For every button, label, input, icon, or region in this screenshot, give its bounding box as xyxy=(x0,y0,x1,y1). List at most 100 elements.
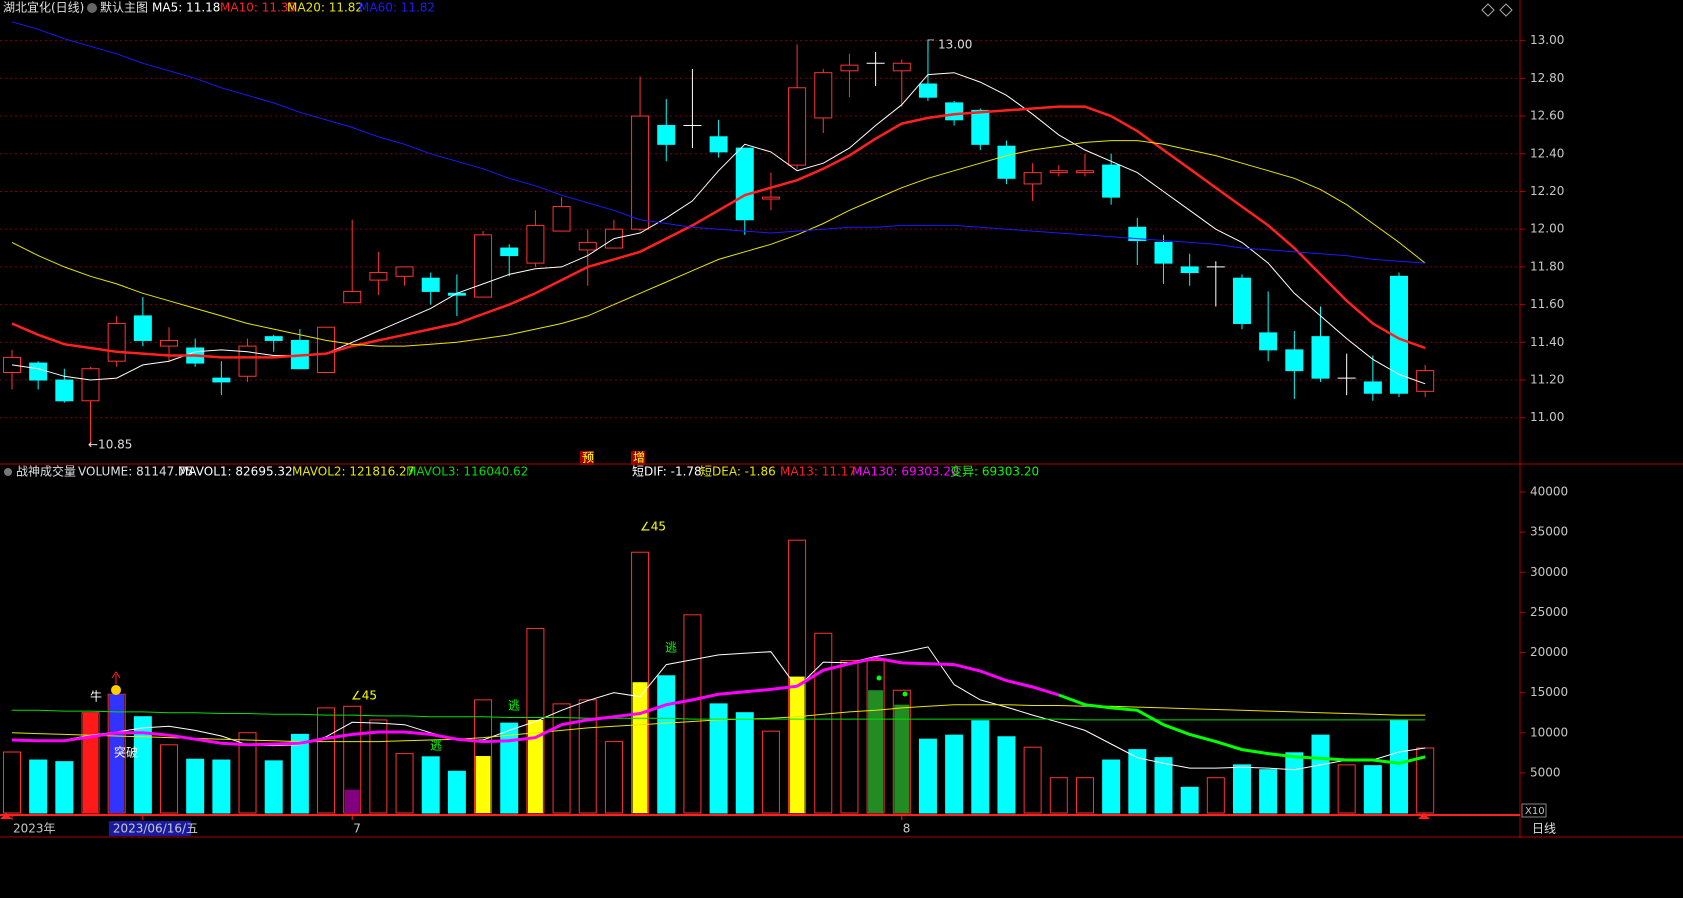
icon[interactable] xyxy=(1499,3,1513,17)
y-tick-label: 11.40 xyxy=(1530,335,1564,349)
axis-arrow xyxy=(1418,813,1430,819)
y-tick-label: 25000 xyxy=(1530,605,1568,619)
indicator-line xyxy=(12,709,1426,721)
y-tick-label: 12.20 xyxy=(1530,184,1564,198)
volume-bar xyxy=(421,756,440,814)
indicator-value: 短DIF: -1.78 xyxy=(632,465,702,479)
volume-highlight xyxy=(632,682,648,813)
x-tick-label: 2023/06/16/五 xyxy=(113,822,198,836)
legend-entry: MA60: 11.82 xyxy=(359,1,435,15)
candle-body xyxy=(395,266,414,277)
candle-body xyxy=(160,339,179,347)
candle-body xyxy=(1259,332,1278,351)
y-tick-label: 12.40 xyxy=(1530,146,1564,160)
y-tick-label: 11.20 xyxy=(1530,373,1564,387)
volume-bar xyxy=(1311,734,1330,814)
volume-bar xyxy=(160,744,179,814)
candle-body xyxy=(918,83,937,98)
y-tick-label: 11.00 xyxy=(1530,410,1564,424)
volume-bar xyxy=(840,660,859,814)
footer-label: 日线 xyxy=(1532,822,1556,836)
volume-bar xyxy=(55,761,74,814)
volume-bar xyxy=(133,716,152,814)
indicator-line xyxy=(11,21,1426,264)
chart-subtitle: 默认主图 xyxy=(100,0,148,15)
legend-entry: MAVOL1: 82695.32 xyxy=(178,465,293,479)
candle-body xyxy=(107,322,126,362)
indicator-value: 短DEA: -1.86 xyxy=(700,465,776,479)
y-tick-label: 35000 xyxy=(1530,525,1568,539)
candle-body xyxy=(1285,349,1304,372)
volume-highlight xyxy=(83,712,99,813)
volume-bar xyxy=(1128,749,1147,814)
candle-body xyxy=(709,136,728,153)
volume-bar xyxy=(735,712,754,814)
icon[interactable] xyxy=(87,3,97,13)
signal-arrow xyxy=(111,671,121,684)
candle-body xyxy=(997,145,1016,179)
candle-body xyxy=(81,368,100,402)
y-tick-label: 10000 xyxy=(1530,725,1568,739)
candle-body xyxy=(578,241,597,251)
volume-bar xyxy=(1102,759,1121,814)
candle-body xyxy=(133,315,152,341)
volume-bar xyxy=(3,751,21,814)
chart-title: 湖北宜化(日线) xyxy=(3,0,84,15)
indicator-line xyxy=(11,704,1426,743)
candle-body xyxy=(552,206,571,232)
icon xyxy=(4,468,12,476)
candle-body xyxy=(526,224,545,264)
volume-bar xyxy=(264,760,283,814)
candle-body xyxy=(264,336,283,341)
annotation: 逃 xyxy=(508,699,520,713)
volume-bar xyxy=(369,719,388,814)
volume-bar xyxy=(1232,764,1251,814)
volume-bar xyxy=(1206,777,1225,814)
candle-body xyxy=(343,290,362,304)
candle-body xyxy=(1363,381,1382,394)
y-tick-label: 11.80 xyxy=(1530,259,1564,273)
volume-bar xyxy=(1259,769,1278,814)
icon[interactable] xyxy=(1481,3,1495,17)
legend-entry: MAVOL3: 116040.62 xyxy=(406,465,528,479)
candle-body xyxy=(735,147,754,221)
volume-bar xyxy=(500,722,519,814)
y-tick-label: 12.60 xyxy=(1530,109,1564,123)
x-tick-label: 8 xyxy=(903,822,911,836)
candle-body xyxy=(369,272,388,281)
volume-bar xyxy=(814,632,833,814)
y-tick-label: 12.00 xyxy=(1530,222,1564,236)
volume-bar xyxy=(290,733,309,814)
legend-entry: MA20: 11.82 xyxy=(287,1,363,15)
badge xyxy=(1521,803,1547,818)
volume-bar xyxy=(1390,719,1409,814)
candle-body xyxy=(1180,266,1199,274)
y-tick-label: 13.00 xyxy=(1530,33,1564,47)
candle-body xyxy=(1102,164,1121,198)
volume-bar xyxy=(238,732,257,814)
volume-bar xyxy=(657,675,676,814)
signal-dot xyxy=(902,691,908,697)
candle-body xyxy=(814,72,833,119)
candle-body xyxy=(317,326,336,373)
x-tick-label: 2023年 xyxy=(13,822,56,836)
candle-body xyxy=(238,345,257,377)
legend-entry: MAVOL2: 121816.27 xyxy=(292,465,414,479)
volume-bar xyxy=(1337,764,1356,814)
volume-bar xyxy=(997,736,1016,814)
volume-bar xyxy=(552,703,571,814)
candle-body xyxy=(892,62,911,72)
volume-bar xyxy=(761,730,780,814)
volume-bar xyxy=(578,699,597,814)
signal-icon xyxy=(111,685,121,695)
indicator-value: MA13: 11.17 xyxy=(780,465,856,479)
annotation: 逃 xyxy=(430,739,442,753)
candle-body xyxy=(788,87,807,166)
legend-entry: MA130: 69303.20 xyxy=(852,465,959,479)
chart-title: 战神成交量 xyxy=(16,464,76,479)
volume-bar xyxy=(918,738,937,814)
volume-highlight xyxy=(789,676,805,813)
legend-entry: MA5: 11.18 xyxy=(152,1,220,15)
volume-bar xyxy=(447,770,466,814)
